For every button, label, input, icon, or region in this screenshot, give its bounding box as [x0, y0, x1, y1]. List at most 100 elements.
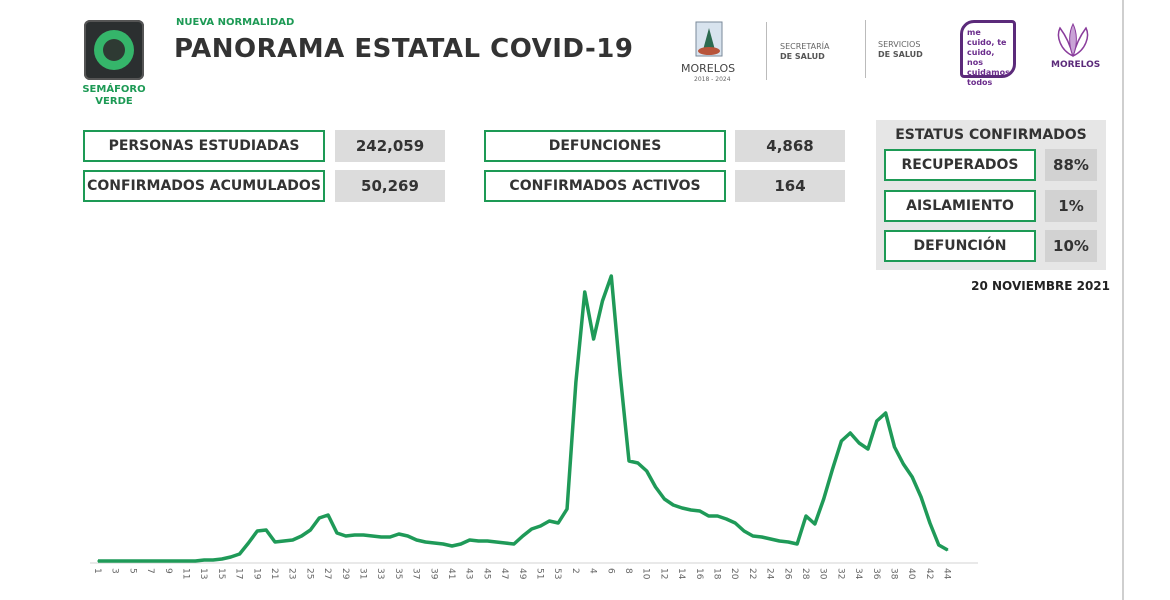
- stat-label-confirmados-acumulados: CONFIRMADOS ACUMULADOS: [83, 170, 325, 202]
- x-tick-label: 1: [92, 568, 102, 574]
- data-point: [911, 476, 913, 478]
- data-point: [141, 560, 144, 562]
- data-point: [760, 536, 763, 538]
- page-title: PANORAMA ESTATAL COVID-19: [174, 34, 634, 64]
- stat-value-defunciones: 4,868: [735, 130, 845, 162]
- data-point: [256, 530, 259, 532]
- data-point: [654, 486, 657, 488]
- morelos-years: 2018 - 2024: [694, 76, 731, 83]
- x-tick-label: 37: [411, 568, 421, 579]
- data-point: [97, 560, 99, 562]
- data-point: [221, 558, 223, 560]
- data-point: [610, 275, 613, 277]
- x-tick-label: 22: [747, 568, 757, 579]
- x-tick-label: 35: [393, 568, 403, 579]
- data-point: [752, 535, 754, 537]
- data-point: [769, 538, 772, 540]
- data-point: [336, 532, 338, 534]
- x-tick-label: 18: [712, 568, 722, 580]
- data-point: [468, 539, 471, 541]
- data-point: [415, 539, 418, 541]
- stat-value-confirmados-acumulados: 50,269: [335, 170, 445, 202]
- x-tick-label: 28: [800, 568, 810, 580]
- status-value-recuperados: 88%: [1045, 149, 1097, 181]
- x-tick-label: 27: [322, 568, 332, 579]
- data-point: [716, 515, 719, 517]
- data-point: [168, 560, 170, 562]
- data-point: [946, 549, 949, 551]
- data-point: [327, 514, 329, 516]
- semaforo-label: SEMÁFORO VERDE: [82, 84, 146, 107]
- x-tick-label: 20: [729, 568, 739, 580]
- x-tick-label: 2: [570, 568, 580, 574]
- data-point: [583, 291, 586, 293]
- report-date: 20 NOVIEMBRE 2021: [971, 279, 1110, 293]
- x-tick-label: 12: [658, 568, 668, 579]
- data-point: [787, 541, 790, 543]
- data-point: [522, 535, 524, 537]
- status-label-defuncion: DEFUNCIÓN: [884, 230, 1036, 262]
- data-point: [318, 517, 321, 519]
- status-value-defuncion: 10%: [1045, 230, 1097, 262]
- x-tick-label: 11: [181, 568, 191, 579]
- data-point: [548, 520, 551, 522]
- servicios-line2: DE SALUD: [878, 50, 923, 59]
- x-tick-label: 51: [535, 568, 545, 579]
- x-tick-label: 45: [481, 568, 491, 579]
- data-point: [672, 504, 675, 506]
- data-point: [619, 373, 621, 375]
- data-point: [778, 540, 781, 542]
- x-tick-label: 36: [871, 568, 881, 580]
- data-point: [212, 559, 214, 561]
- data-point: [929, 522, 931, 524]
- x-tick-label: 25: [304, 568, 314, 579]
- x-tick-label: 31: [358, 568, 368, 579]
- data-point: [424, 541, 427, 543]
- x-tick-label: 9: [163, 568, 173, 574]
- frame-edge: [1122, 0, 1124, 600]
- data-point: [406, 535, 409, 537]
- data-point: [353, 534, 356, 536]
- data-point: [451, 545, 453, 547]
- data-point: [106, 560, 108, 562]
- data-point: [238, 553, 241, 555]
- data-point: [362, 534, 365, 536]
- x-tick-label: 6: [605, 568, 615, 574]
- x-tick-label: 4: [588, 568, 598, 574]
- data-point: [159, 560, 161, 562]
- x-tick-label: 41: [446, 568, 456, 579]
- data-point: [389, 536, 391, 538]
- x-tick-label: 44: [942, 568, 952, 580]
- data-point: [229, 556, 232, 558]
- data-point: [707, 515, 710, 517]
- stat-label-defunciones: DEFUNCIONES: [484, 130, 726, 162]
- data-point: [601, 300, 604, 302]
- data-point: [176, 560, 179, 562]
- data-point: [637, 462, 639, 464]
- status-value-aislamiento: 1%: [1045, 190, 1097, 222]
- data-point: [849, 432, 852, 434]
- morelos-crest-logo: [690, 20, 730, 60]
- data-point: [460, 543, 462, 545]
- logo-divider: [766, 22, 767, 80]
- data-point: [814, 523, 816, 525]
- data-point: [867, 448, 869, 450]
- data-point: [274, 541, 276, 543]
- subtitle: NUEVA NORMALIDAD: [176, 17, 295, 28]
- x-tick-label: 26: [782, 568, 792, 580]
- data-point: [645, 470, 648, 472]
- data-point: [796, 543, 798, 545]
- x-tick-label: 3: [110, 568, 120, 574]
- data-point: [663, 498, 666, 500]
- data-point: [831, 468, 834, 470]
- data-point: [123, 560, 126, 562]
- status-label-aislamiento: AISLAMIENTO: [884, 190, 1036, 222]
- data-point: [265, 529, 267, 531]
- data-point: [920, 496, 922, 498]
- servicios-line1: SERVICIOS: [878, 40, 921, 49]
- data-point: [371, 535, 374, 537]
- x-tick-label: 14: [676, 568, 686, 580]
- x-tick-label: 29: [340, 568, 350, 580]
- data-point: [185, 560, 188, 562]
- data-point: [557, 522, 559, 524]
